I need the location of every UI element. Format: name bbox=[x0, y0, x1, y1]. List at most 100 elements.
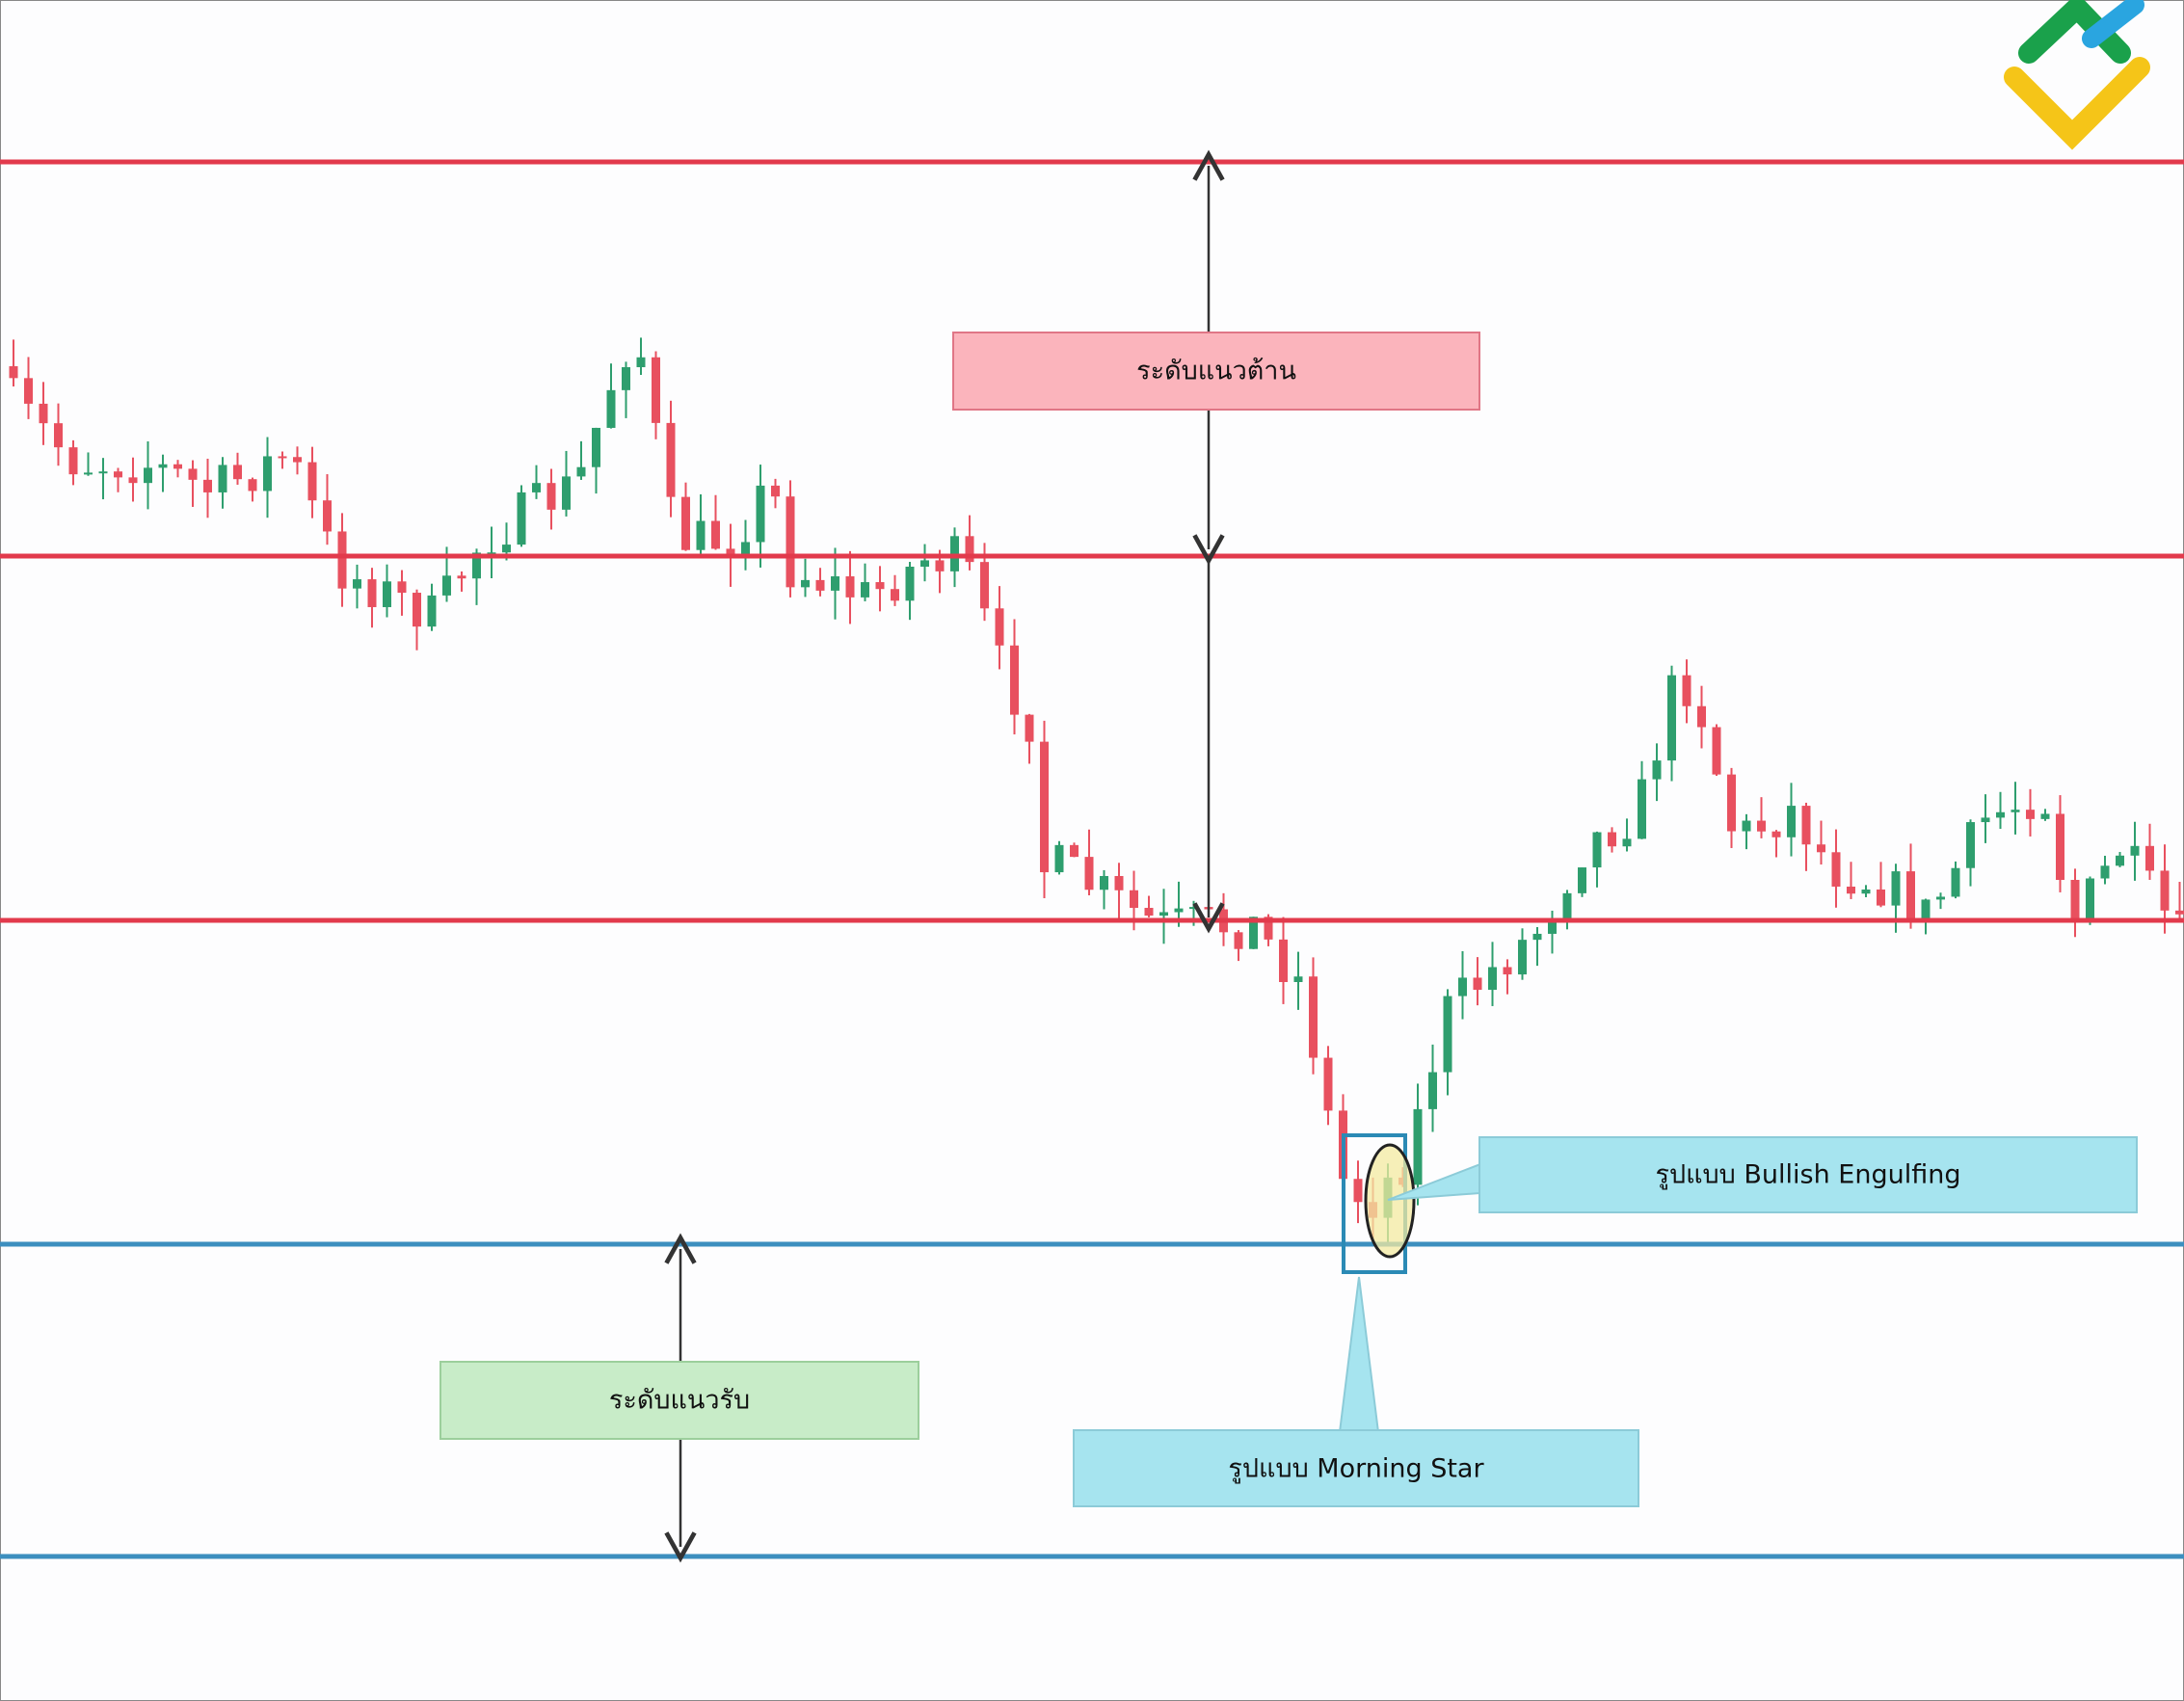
candle-body bbox=[965, 536, 974, 563]
candle-body bbox=[2116, 855, 2124, 866]
candle-body bbox=[920, 560, 929, 568]
candle-body bbox=[845, 576, 855, 598]
candle-body bbox=[1578, 867, 1586, 893]
candle-body bbox=[995, 608, 1004, 646]
candle-body bbox=[1293, 976, 1303, 983]
candle-body bbox=[1906, 871, 1915, 921]
labels: ระดับแนวต้าน ระดับแนวรับ รูปแบบ Bullish … bbox=[439, 332, 2138, 1507]
resistance-box bbox=[952, 332, 1480, 411]
candle-body bbox=[1951, 867, 1960, 897]
candle-body bbox=[1264, 917, 1273, 940]
candle-body bbox=[891, 589, 899, 601]
callout-box bbox=[1073, 1429, 1639, 1507]
candle-body bbox=[1323, 1057, 1333, 1111]
candle-body bbox=[233, 465, 242, 480]
candle-body bbox=[756, 485, 765, 543]
candle-body bbox=[1130, 890, 1138, 909]
candle-body bbox=[188, 468, 198, 480]
candle-body bbox=[1817, 844, 1825, 853]
candle-body bbox=[2160, 870, 2170, 911]
candle-body bbox=[592, 427, 600, 467]
candle-body bbox=[383, 581, 391, 607]
candle-body bbox=[1891, 871, 1901, 906]
candle-body bbox=[1921, 899, 1931, 921]
candle-body bbox=[293, 457, 302, 463]
candle-body bbox=[203, 479, 212, 492]
candle-body bbox=[1070, 844, 1079, 858]
candle-body bbox=[1697, 705, 1706, 728]
candle-body bbox=[1622, 838, 1632, 847]
candle-body bbox=[487, 552, 496, 555]
candle-body bbox=[771, 485, 780, 497]
candle-body bbox=[1159, 912, 1168, 917]
candle-body bbox=[726, 548, 735, 559]
candle-body bbox=[218, 465, 227, 492]
candle-body bbox=[1861, 889, 1871, 894]
morning-star-label: รูปแบบ Morning Star bbox=[1228, 1454, 1484, 1484]
candle-body bbox=[652, 357, 660, 423]
candle-body bbox=[1771, 831, 1781, 837]
candle-body bbox=[413, 593, 421, 627]
support-label: ระดับแนวรับ bbox=[609, 1386, 750, 1416]
candle-body bbox=[84, 472, 93, 475]
candle-body bbox=[1353, 1179, 1363, 1203]
candle-body bbox=[337, 531, 347, 589]
candle-body bbox=[2145, 845, 2154, 871]
candle-body bbox=[622, 367, 630, 390]
candle-body bbox=[1249, 917, 1258, 949]
candle-body bbox=[1234, 932, 1243, 949]
candle-body bbox=[307, 462, 317, 501]
candle-body bbox=[1025, 714, 1034, 742]
candle-body bbox=[1532, 933, 1542, 941]
callout-box bbox=[1478, 1136, 2138, 1213]
candle-body bbox=[2040, 813, 2050, 819]
candle-body bbox=[158, 464, 168, 468]
candle-body bbox=[1682, 675, 1691, 706]
candle-body bbox=[54, 423, 63, 448]
candle-body bbox=[173, 464, 182, 469]
candles bbox=[9, 337, 2184, 1247]
candle-body bbox=[9, 366, 18, 379]
candle-body bbox=[711, 520, 720, 549]
candle-body bbox=[980, 562, 989, 609]
candle-body bbox=[114, 471, 122, 478]
candle-body bbox=[502, 545, 511, 553]
candle-body bbox=[1054, 844, 1064, 873]
candle-body bbox=[1877, 889, 1885, 906]
candle-body bbox=[517, 492, 526, 545]
candle-body bbox=[801, 579, 810, 588]
candle-body bbox=[1114, 875, 1124, 890]
candle-body bbox=[1458, 977, 1467, 997]
candle-body bbox=[1742, 820, 1751, 832]
candle-body bbox=[681, 496, 690, 550]
candle-body bbox=[397, 581, 407, 594]
candle-body bbox=[636, 357, 646, 368]
logo-mark bbox=[2082, 0, 2144, 48]
engulfing-ellipse bbox=[1364, 1143, 1416, 1259]
candle-body bbox=[1847, 886, 1855, 894]
candle-body bbox=[1189, 907, 1198, 910]
candle-body bbox=[1488, 967, 1497, 991]
candle-body bbox=[2026, 810, 2035, 819]
candle-body bbox=[278, 456, 287, 459]
candle-body bbox=[1548, 920, 1557, 934]
candle-body bbox=[1562, 892, 1572, 921]
candle-body bbox=[831, 576, 839, 591]
candle-body bbox=[786, 496, 795, 588]
candle-body bbox=[1010, 645, 1019, 715]
candle-body bbox=[1936, 896, 1945, 900]
candle-body bbox=[248, 479, 257, 492]
candle-body bbox=[263, 456, 272, 492]
candle-body bbox=[562, 476, 571, 510]
levels bbox=[0, 159, 2184, 1559]
candle-body bbox=[1996, 811, 2005, 818]
candle-body bbox=[861, 582, 869, 598]
candle-body bbox=[1279, 939, 1288, 983]
candle-body bbox=[39, 403, 48, 424]
candle-body bbox=[144, 467, 152, 484]
candle-body bbox=[2070, 879, 2080, 923]
candle-body bbox=[1084, 857, 1094, 890]
candle-body bbox=[1174, 908, 1184, 913]
candle-body bbox=[1144, 908, 1154, 917]
candle-body bbox=[1652, 760, 1662, 780]
